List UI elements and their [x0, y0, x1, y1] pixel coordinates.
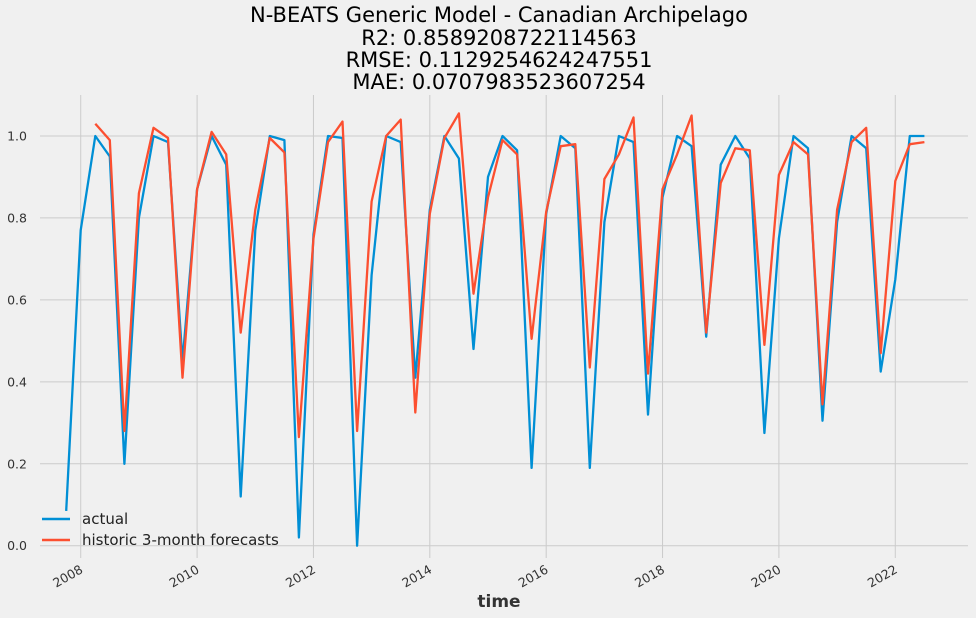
- chart-title: N-BEATS Generic Model - Canadian Archipe…: [250, 3, 748, 27]
- grid-layer: [40, 95, 968, 558]
- legend-label-forecast: historic 3-month forecasts: [82, 531, 279, 549]
- chart-subtitle-rmse: RMSE: 0.1129254624247551: [346, 48, 653, 72]
- chart-subtitle-r2: R2: 0.8589208722114563: [361, 26, 637, 50]
- y-tick-label: 0.4: [7, 374, 27, 389]
- series-line-forecast: [94, 112, 925, 439]
- legend-label-actual: actual: [82, 510, 128, 528]
- y-tick-label: 0.8: [7, 210, 27, 225]
- y-tick-label: 0.6: [7, 292, 27, 307]
- x-axis-title: time: [477, 592, 520, 612]
- chart-subtitle-mae: MAE: 0.0707983523607254: [352, 70, 645, 94]
- y-tick-label: 0.0: [7, 538, 27, 553]
- y-tick-label: 0.2: [7, 456, 27, 471]
- series-layer: [65, 112, 925, 547]
- legend: actual historic 3-month forecasts: [42, 510, 279, 549]
- y-tick-label: 1.0: [7, 128, 27, 143]
